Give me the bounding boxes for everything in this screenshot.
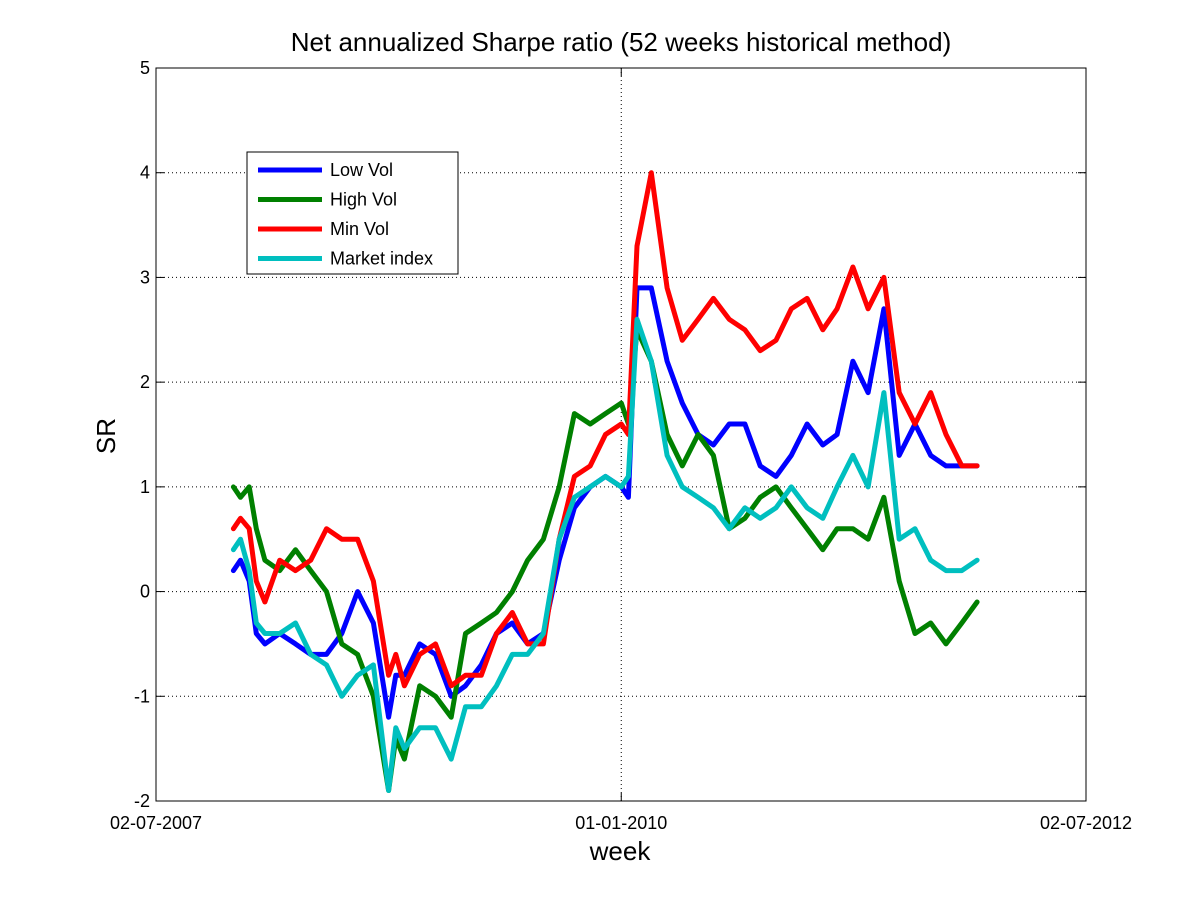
chart-title: Net annualized Sharpe ratio (52 weeks hi… — [291, 27, 951, 57]
y-tick-label: 4 — [140, 163, 150, 183]
series-line-high-vol — [230, 327, 980, 793]
x-axis-label: week — [589, 836, 652, 866]
series-line-min-vol — [230, 170, 980, 689]
y-tick-label: -1 — [134, 686, 150, 706]
legend-label-min-vol: Min Vol — [330, 219, 389, 239]
legend-label-low-vol: Low Vol — [330, 160, 393, 180]
y-tick-label: 1 — [140, 477, 150, 497]
legend: Low Vol High Vol Min Vol Market index — [246, 151, 459, 275]
x-tick-label: 01-01-2010 — [575, 813, 667, 833]
series-line-market-index — [230, 316, 980, 793]
y-tick-label: 5 — [140, 58, 150, 78]
y-tick-label: 2 — [140, 372, 150, 392]
series-layer — [230, 170, 980, 793]
x-tick-label: 02-07-2007 — [110, 813, 202, 833]
series-line-low-vol — [230, 285, 980, 720]
legend-entries: Low Vol High Vol Min Vol Market index — [258, 160, 433, 269]
y-tick-label: 0 — [140, 582, 150, 602]
tick-layer: -2 -1 0 1 2 3 4 5 02-07-2007 01-01-2010 02-07-2012 — [110, 58, 1132, 833]
legend-label-market-index: Market index — [330, 249, 433, 269]
legend-label-high-vol: High Vol — [330, 190, 397, 210]
y-tick-label: 3 — [140, 267, 150, 287]
y-axis-label: SR — [91, 418, 121, 454]
x-tick-label: 02-07-2012 — [1040, 813, 1132, 833]
y-tick-label: -2 — [134, 791, 150, 811]
